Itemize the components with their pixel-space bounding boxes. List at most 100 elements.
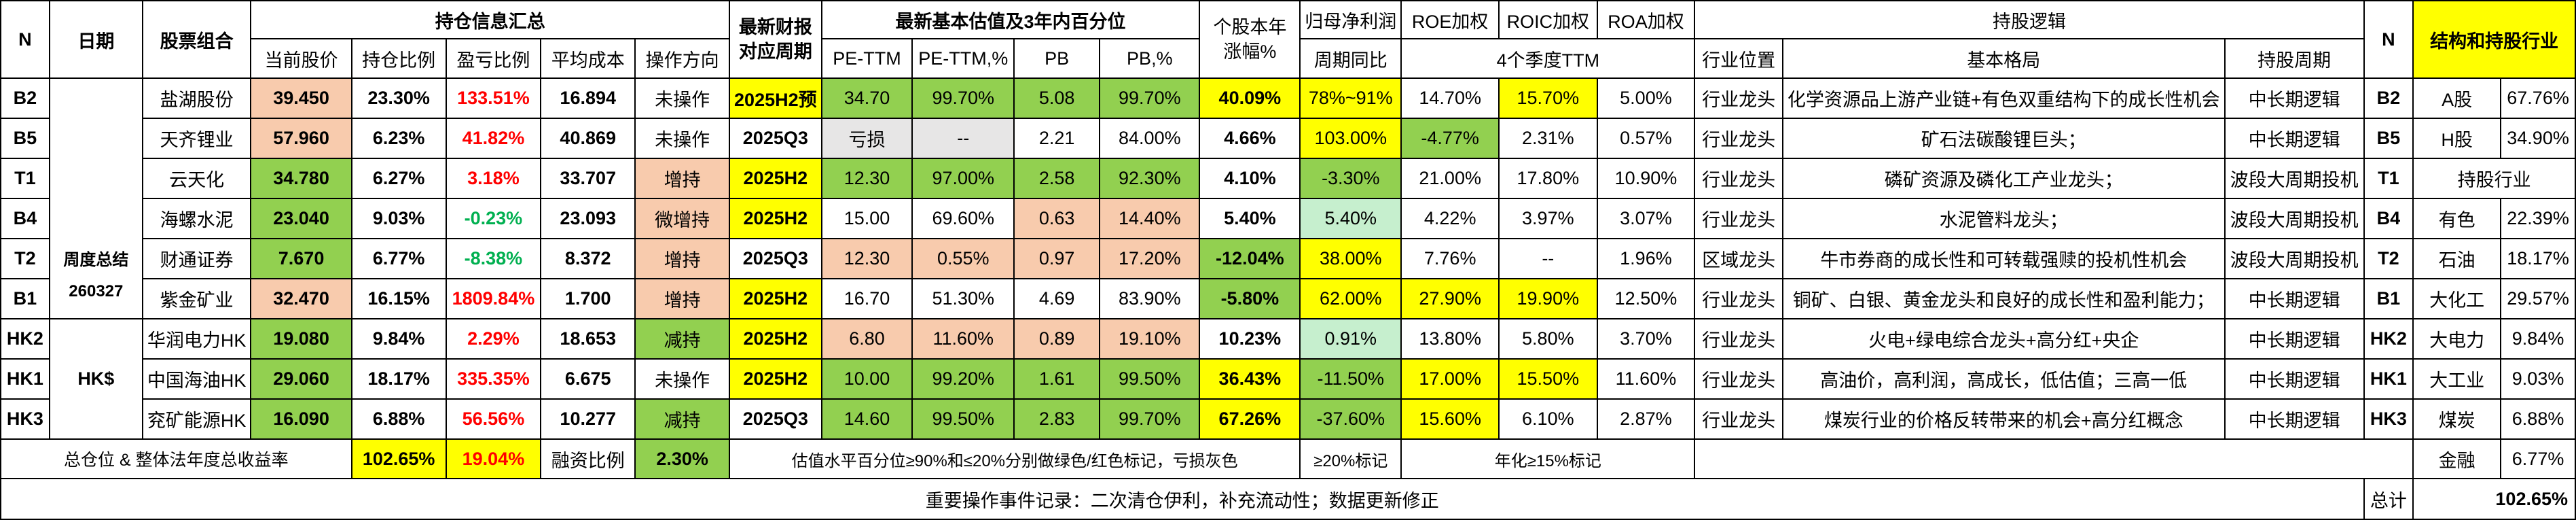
stock-name[interactable]: 盐湖股份 [141, 77, 252, 119]
stock-name[interactable]: 财通证券 [141, 238, 252, 279]
table-row: B1 紫金矿业 32.470 16.15% 1809.84% 1.700 增持 … [0, 278, 2576, 319]
roic: 6.10% [1498, 398, 1598, 440]
holding-industry-label: 持股行业 [2412, 158, 2576, 199]
ytd-change: 4.66% [1199, 118, 1301, 159]
pb: 0.89 [1013, 318, 1101, 360]
row-id: B2 [0, 77, 50, 119]
header-structure: 结构和持股行业 [2412, 0, 2576, 79]
header-position-ratio: 持仓比例 [350, 38, 447, 79]
pnl-ratio: 335.35% [445, 358, 542, 400]
operation: 未操作 [634, 118, 731, 159]
stock-name[interactable]: 华润电力HK [141, 318, 252, 360]
current-price: 32.470 [250, 278, 352, 319]
industry-position: 行业龙头 [1694, 77, 1783, 119]
fundamentals: 火电+绿电综合龙头+高分红+央企 [1781, 318, 2226, 360]
row-id: HK1 [0, 358, 50, 400]
pb: 5.08 [1013, 77, 1101, 119]
stock-name[interactable]: 天齐锂业 [141, 118, 252, 159]
report-period: 2025H2 [729, 158, 822, 199]
pe-ttm: 34.70 [820, 77, 913, 119]
roic: -- [1498, 238, 1598, 279]
pe-ttm: 16.70 [820, 278, 913, 319]
pnl-ratio: -8.38% [445, 238, 542, 279]
position-ratio: 18.17% [350, 358, 447, 400]
roa: 12.50% [1596, 278, 1696, 319]
avg-cost: 8.372 [540, 238, 636, 279]
ytd-change: -12.04% [1199, 238, 1301, 279]
position-ratio: 23.30% [350, 77, 447, 119]
table-row: T2 财通证券 7.670 6.77% -8.38% 8.372 增持 2025… [0, 238, 2576, 279]
roic: 15.50% [1498, 358, 1598, 400]
stock-name[interactable]: 云天化 [141, 158, 252, 199]
position-ratio: 9.84% [350, 318, 447, 360]
pe-ttm-pct: 99.70% [911, 77, 1015, 119]
footer-row: 重要操作事件记录：二次清仓伊利，补充流动性；数据更新修正 总计 102.65% [0, 478, 2576, 520]
roa: 0.57% [1596, 118, 1696, 159]
pb-pct: 84.00% [1099, 118, 1201, 159]
structure-value: 22.39% [2500, 198, 2576, 239]
roic: 19.90% [1498, 278, 1598, 319]
position-ratio: 6.88% [350, 398, 447, 440]
avg-cost: 23.093 [540, 198, 636, 239]
row-id: B1 [0, 278, 50, 319]
fundamentals: 化学资源品上游产业链+有色双重结构下的成长性机会 [1781, 77, 2226, 119]
header-pnl-ratio: 盈亏比例 [445, 38, 542, 79]
pe-ttm: 亏损 [820, 118, 913, 159]
header-holding-summary: 持仓信息汇总 [250, 0, 731, 39]
report-period: 2025H2 [729, 198, 822, 239]
pb: 4.69 [1013, 278, 1101, 319]
position-ratio: 9.03% [350, 198, 447, 239]
table-row: B4 海螺水泥 23.040 9.03% -0.23% 23.093 微增持 2… [0, 198, 2576, 239]
roa: 1.96% [1596, 238, 1696, 279]
period-yoy: -3.30% [1299, 158, 1402, 199]
table-row: HK2 HK$ 华润电力HK 19.080 9.84% 2.29% 18.653… [0, 318, 2576, 440]
avg-cost: 40.869 [540, 118, 636, 159]
roe: 4.22% [1400, 198, 1500, 239]
roa: 5.00% [1596, 77, 1696, 119]
pb: 2.21 [1013, 118, 1101, 159]
week-summary-cell: 周度总结 260327 [48, 77, 143, 319]
structure-name: 有色 [2412, 198, 2502, 239]
pe-ttm: 12.30 [820, 238, 913, 279]
right-row-id: B4 [2363, 198, 2414, 239]
stock-name[interactable]: 中国海油HK [141, 358, 252, 400]
margin-label: 融资比例 [540, 438, 636, 479]
avg-cost: 1.700 [540, 278, 636, 319]
stock-name[interactable]: 紫金矿业 [141, 278, 252, 319]
position-ratio: 16.15% [350, 278, 447, 319]
totals-label: 总仓位 & 整体法年度总收益率 [0, 438, 352, 479]
ytd-change: 40.09% [1199, 77, 1301, 119]
current-price: 29.060 [250, 358, 352, 400]
current-price: 19.080 [250, 318, 352, 360]
header-ytd-change: 个股本年涨幅% [1199, 0, 1301, 79]
industry-position: 区域龙头 [1694, 238, 1783, 279]
fundamentals: 磷矿资源及磷化工产业龙头； [1781, 158, 2226, 199]
roe: -4.77% [1400, 118, 1500, 159]
header-ttm4: 4个季度TTM [1400, 38, 1696, 79]
avg-cost: 6.675 [540, 358, 636, 400]
stock-name[interactable]: 兖矿能源HK [141, 398, 252, 440]
table-row: HK1 中国海油HK 29.060 18.17% 335.35% 6.675 未… [0, 358, 2576, 400]
fundamentals: 水泥管料龙头； [1781, 198, 2226, 239]
stock-name[interactable]: 海螺水泥 [141, 198, 252, 239]
roe: 7.76% [1400, 238, 1500, 279]
valuation-note: 估值水平百分位≥90%和≤20%分别做绿色/红色标记，亏损灰色 [729, 438, 1301, 479]
roa: 3.70% [1596, 318, 1696, 360]
pe-ttm: 15.00 [820, 198, 913, 239]
operation: 未操作 [634, 77, 731, 119]
right-row-id: B1 [2363, 278, 2414, 319]
structure-value: 9.84% [2500, 318, 2576, 360]
operation: 减持 [634, 398, 731, 440]
total-value: 102.65% [2412, 478, 2576, 520]
table-row: HK3 兖矿能源HK 16.090 6.88% 56.56% 10.277 减持… [0, 398, 2576, 440]
pb-pct: 92.30% [1099, 158, 1201, 199]
ytd-change: 5.40% [1199, 198, 1301, 239]
ytd-change: -5.80% [1199, 278, 1301, 319]
roic: 17.80% [1498, 158, 1598, 199]
header-pb-pct: PB,% [1099, 38, 1201, 79]
report-period: 2025Q3 [729, 398, 822, 440]
report-period: 2025Q3 [729, 118, 822, 159]
header-roic: ROIC加权 [1498, 0, 1598, 39]
header-portfolio: 股票组合 [141, 0, 252, 79]
